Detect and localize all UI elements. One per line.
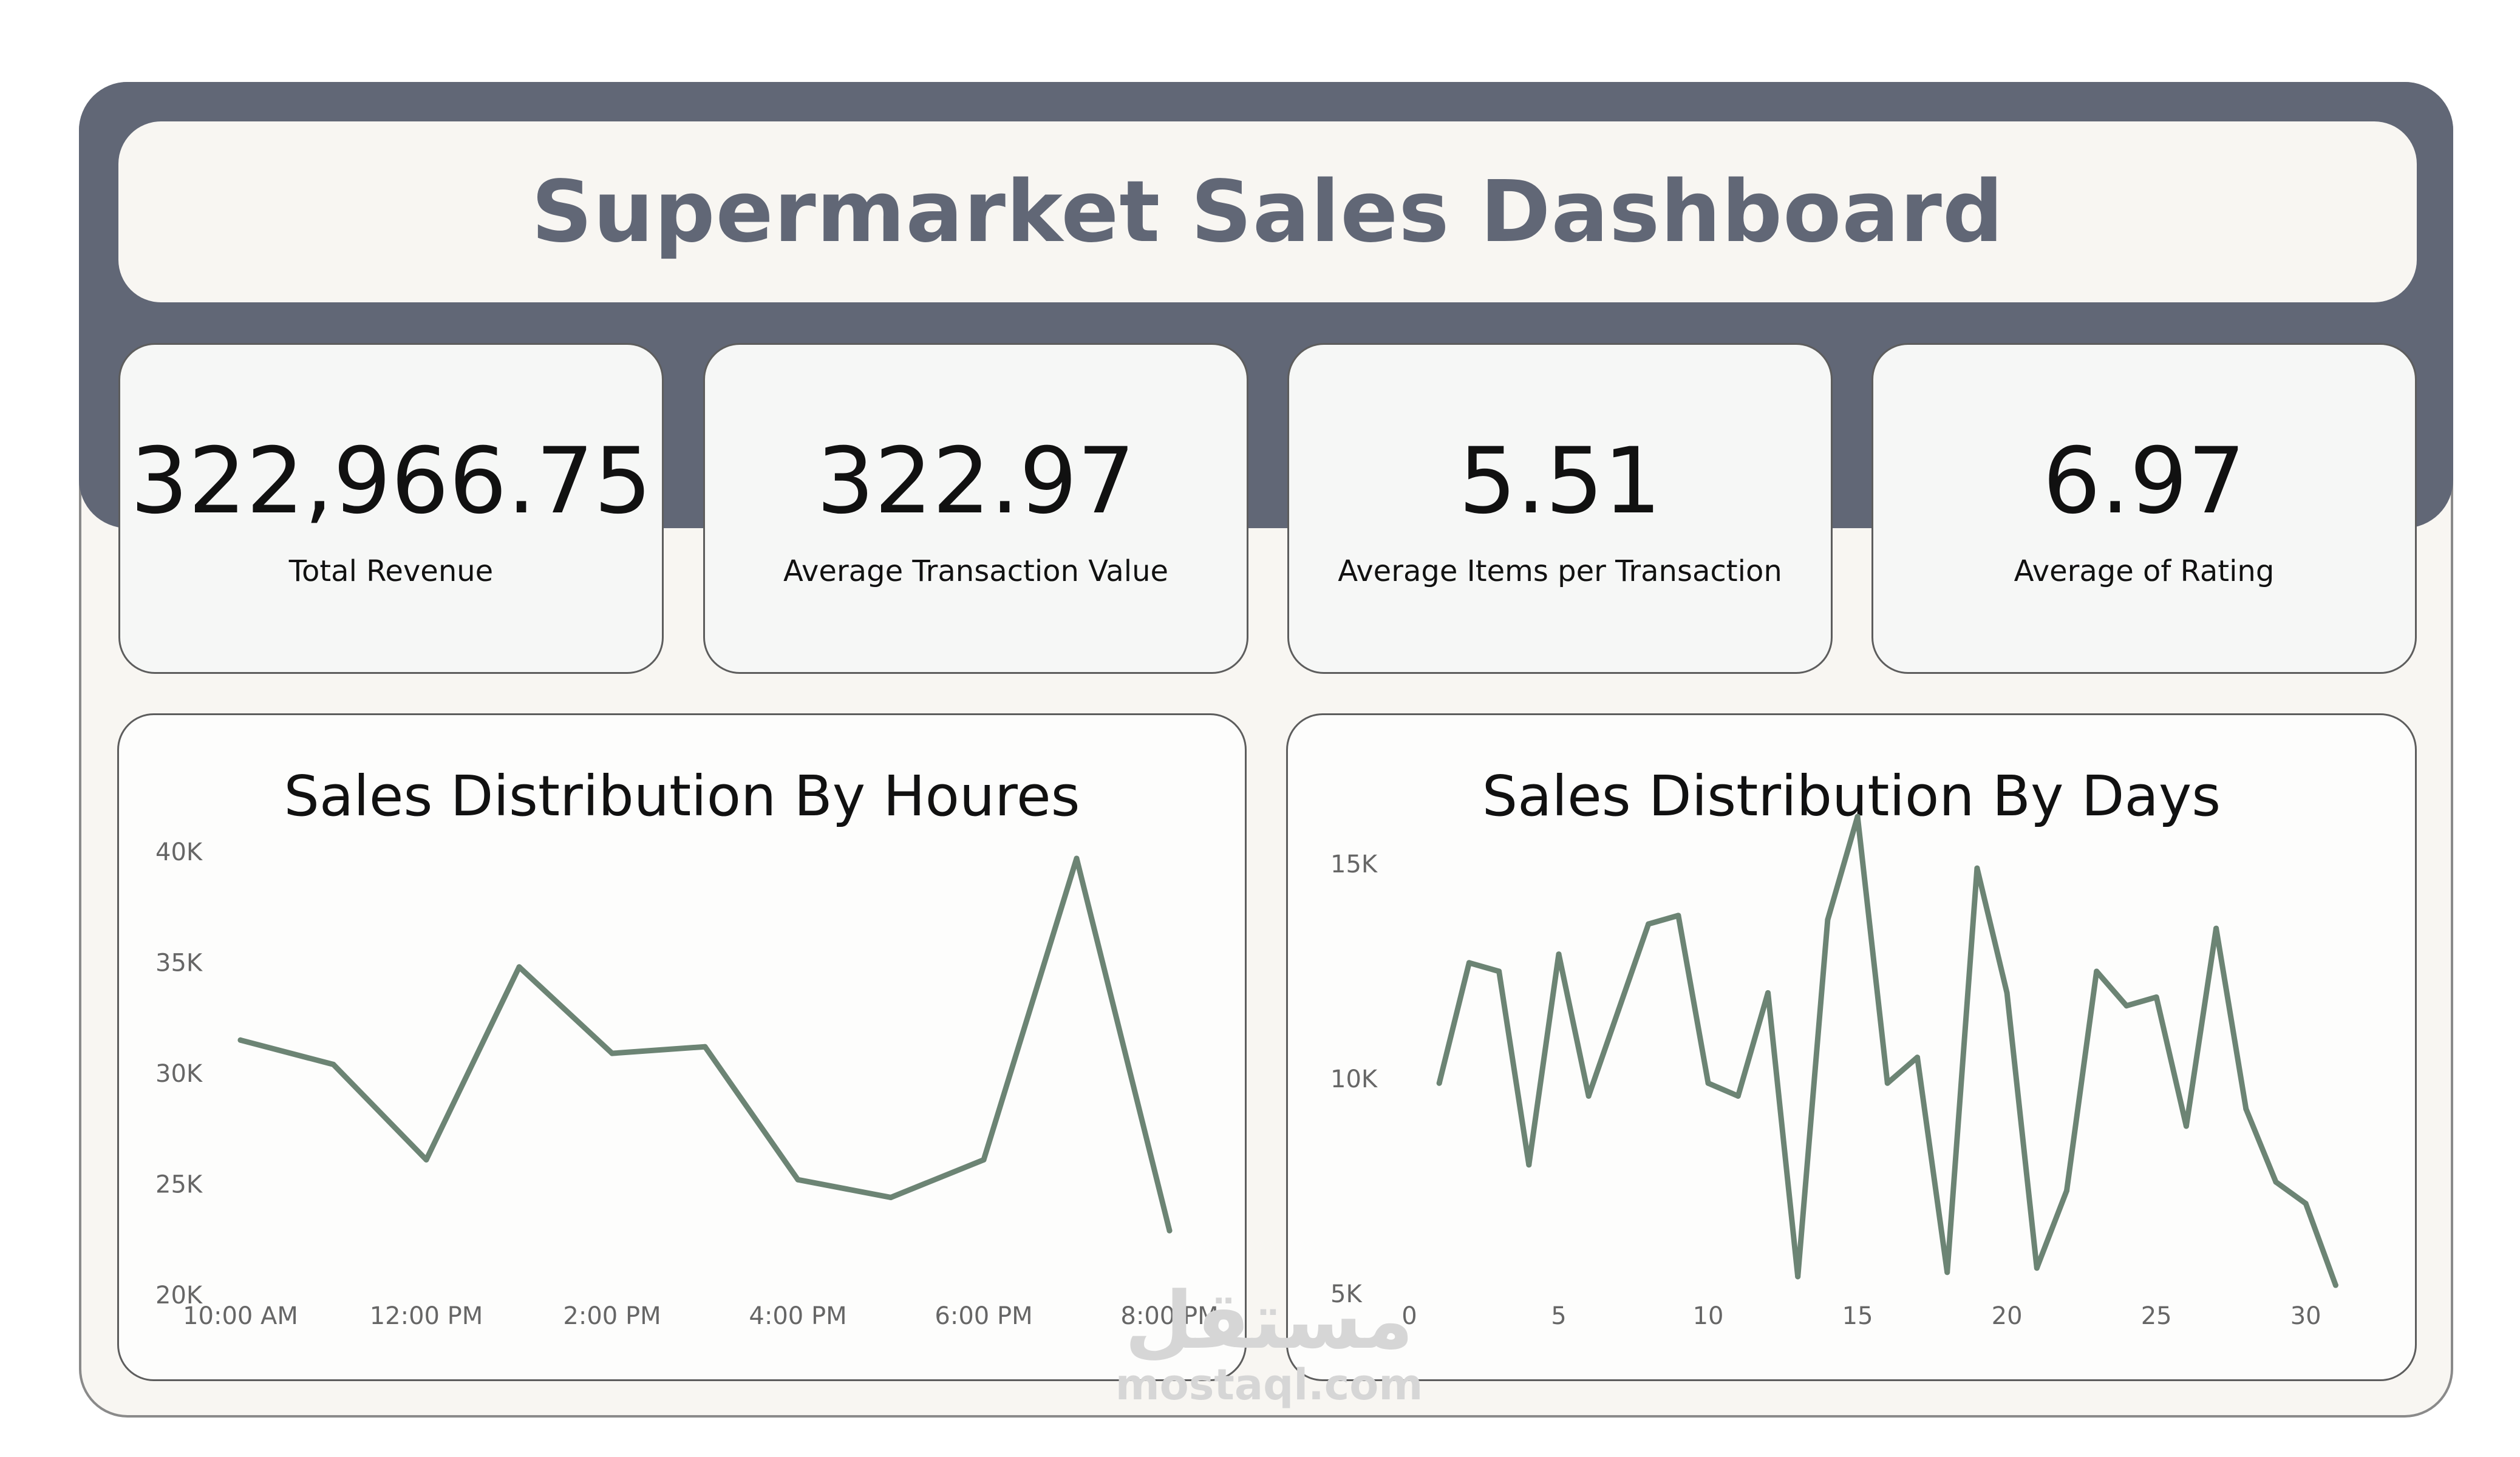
y-tick-label: 5K bbox=[1330, 1280, 1363, 1308]
kpi-card-avg-transaction: 322.97 Average Transaction Value bbox=[703, 343, 1248, 674]
chart-panel-hours: Sales Distribution By Houres 20K 25K 30K 35… bbox=[117, 713, 1247, 1381]
data-point bbox=[1074, 855, 1080, 861]
chart-days-svg: 5K 10K 15K 0 5 10 15 20 25 30 bbox=[1330, 813, 2338, 1330]
y-tick-label: 25K bbox=[155, 1171, 203, 1199]
chart-hours-svg: 20K 25K 30K 35K 40K 10:00 AM 12:00 PM 2:00 PM 4:… bbox=[155, 838, 1219, 1330]
data-point bbox=[981, 1156, 987, 1163]
data-point bbox=[1705, 1080, 1711, 1086]
data-point bbox=[2303, 1200, 2309, 1206]
data-point bbox=[237, 1037, 243, 1043]
page-title: Supermarket Sales Dashboard bbox=[531, 162, 2004, 262]
kpi-label: Average of Rating bbox=[2014, 554, 2275, 588]
y-tick-label: 15K bbox=[1330, 851, 1378, 878]
chart-title: Sales Distribution By Houres bbox=[284, 764, 1080, 829]
data-point bbox=[1585, 1093, 1592, 1099]
kpi-label: Average Transaction Value bbox=[783, 554, 1169, 588]
kpi-label: Total Revenue bbox=[288, 554, 494, 588]
kpi-label: Average Items per Transaction bbox=[1338, 554, 1782, 588]
kpi-card-avg-items: 5.51 Average Items per Transaction bbox=[1287, 343, 1833, 674]
x-tick-label: 10 bbox=[1693, 1302, 1724, 1330]
data-point bbox=[2034, 1265, 2040, 1271]
kpi-value: 5.51 bbox=[1459, 429, 1661, 534]
data-point bbox=[1974, 865, 1980, 871]
data-point bbox=[795, 1177, 801, 1183]
data-point bbox=[1646, 921, 1652, 927]
data-point bbox=[423, 1156, 429, 1163]
kpi-card-avg-rating: 6.97 Average of Rating bbox=[1871, 343, 2417, 674]
data-point bbox=[1915, 1055, 1921, 1061]
data-point bbox=[2332, 1282, 2338, 1288]
data-point bbox=[1436, 1080, 1442, 1086]
data-point bbox=[1944, 1269, 1950, 1275]
y-tick-label: 35K bbox=[155, 949, 203, 977]
data-point bbox=[1854, 813, 1861, 820]
data-point bbox=[330, 1061, 336, 1067]
y-tick-label: 20K bbox=[155, 1282, 203, 1309]
x-tick-label: 15 bbox=[1842, 1302, 1873, 1330]
x-tick-label: 5 bbox=[1551, 1302, 1566, 1330]
data-point bbox=[1556, 951, 1562, 957]
data-point bbox=[2153, 994, 2159, 1000]
data-point bbox=[2243, 1106, 2249, 1112]
data-point bbox=[1675, 912, 1681, 919]
data-point bbox=[2064, 1187, 2070, 1194]
title-box: Supermarket Sales Dashboard bbox=[118, 121, 2417, 302]
data-point bbox=[2094, 968, 2100, 974]
data-point bbox=[1735, 1093, 1741, 1099]
series-line bbox=[1436, 813, 2338, 1288]
kpi-value: 322.97 bbox=[816, 429, 1136, 534]
x-tick-label: 12:00 PM bbox=[370, 1302, 483, 1330]
data-point bbox=[1496, 968, 1502, 974]
data-point bbox=[2273, 1179, 2279, 1185]
data-point bbox=[1884, 1080, 1890, 1086]
kpi-value: 6.97 bbox=[2043, 429, 2246, 534]
data-point bbox=[1466, 960, 1472, 966]
data-point bbox=[1166, 1228, 1173, 1234]
watermark-arabic: مستقل bbox=[1125, 1274, 1414, 1367]
x-tick-label: 2:00 PM bbox=[563, 1302, 661, 1330]
chart-panel-days: Sales Distribution By Days 5K 10K 15K 0 5 10 1… bbox=[1286, 713, 2417, 1381]
x-tick-label: 30 bbox=[2290, 1302, 2321, 1330]
data-point bbox=[2213, 925, 2219, 931]
data-point bbox=[888, 1194, 894, 1200]
chart-title: Sales Distribution By Days bbox=[1482, 764, 2221, 829]
x-tick-label: 6:00 PM bbox=[935, 1302, 1032, 1330]
data-point bbox=[1765, 990, 1771, 996]
y-tick-label: 10K bbox=[1330, 1065, 1378, 1093]
watermark-latin: mostaql.com bbox=[1115, 1360, 1423, 1410]
data-point bbox=[2004, 990, 2010, 996]
kpi-card-total-revenue: 322,966.75 Total Revenue bbox=[118, 343, 664, 674]
data-point bbox=[609, 1050, 615, 1056]
y-tick-label: 40K bbox=[155, 838, 203, 866]
data-point bbox=[1526, 1162, 1532, 1168]
watermark: مستقل mostaql.com bbox=[1111, 1281, 1427, 1410]
x-tick-label: 20 bbox=[1992, 1302, 2023, 1330]
data-point bbox=[2123, 1003, 2130, 1009]
x-tick-label: 4:00 PM bbox=[749, 1302, 846, 1330]
data-point bbox=[1615, 1007, 1621, 1013]
data-point bbox=[1795, 1274, 1801, 1280]
data-point bbox=[516, 964, 522, 970]
y-tick-label: 30K bbox=[155, 1060, 203, 1088]
kpi-value: 322,966.75 bbox=[130, 429, 652, 534]
x-tick-label: 0 bbox=[1401, 1302, 1417, 1330]
data-point bbox=[702, 1044, 708, 1050]
data-point bbox=[1825, 917, 1831, 923]
x-tick-label: 25 bbox=[2141, 1302, 2172, 1330]
x-tick-label: 10:00 AM bbox=[183, 1302, 298, 1330]
data-point bbox=[2183, 1123, 2189, 1129]
x-tick-label: 8:00 PM bbox=[1120, 1302, 1218, 1330]
